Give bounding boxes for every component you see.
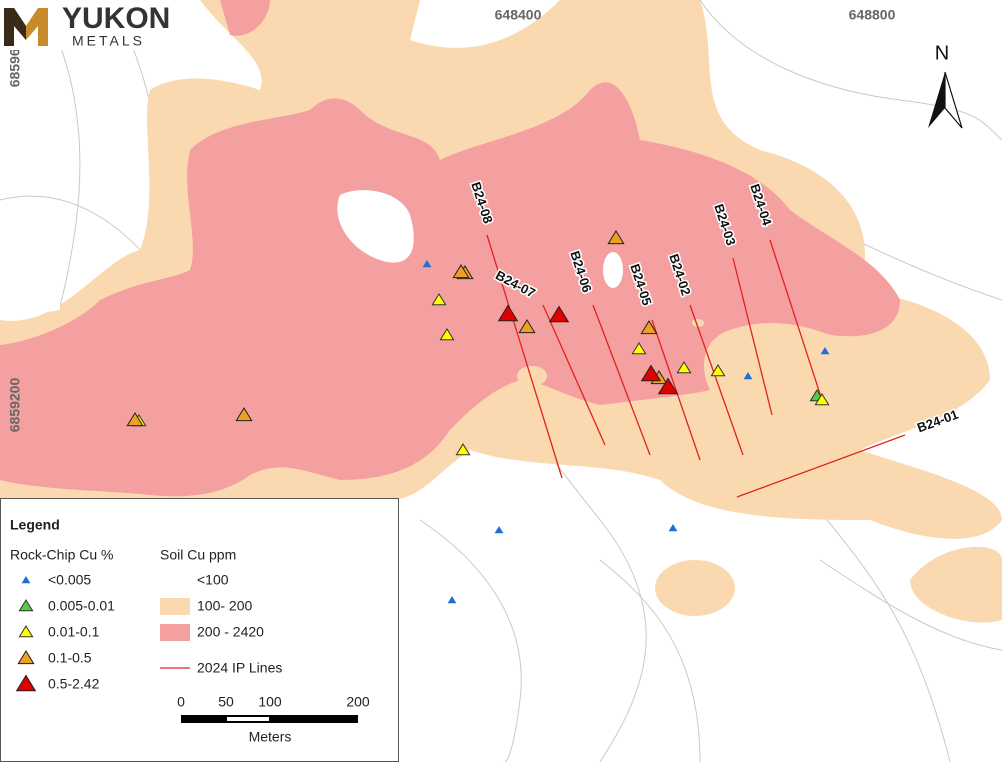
ip-lines <box>486 234 906 498</box>
legend-item: <100 <box>197 572 229 588</box>
ip-line <box>732 257 773 416</box>
rock-chip-sample <box>452 264 470 279</box>
rock-chip-sample <box>15 674 37 692</box>
rock-chip-sample <box>422 260 432 268</box>
northing-label: 6859200 <box>7 378 23 433</box>
rock-chip-sample <box>494 526 504 534</box>
legend: Legend Rock-Chip Cu % Soil Cu ppm <0.005… <box>0 498 399 762</box>
easting-label: 648800 <box>849 7 896 23</box>
rock-chip-sample <box>17 650 35 665</box>
legend-item: 0.005-0.01 <box>48 598 115 614</box>
rock-chip-sample <box>640 320 658 335</box>
ip-line <box>651 319 701 461</box>
rock-chip-sample <box>455 443 471 456</box>
legend-group-title: Rock-Chip Cu % <box>10 547 113 563</box>
rock-chip-sample <box>548 305 570 323</box>
rock-chip-sample <box>447 596 457 604</box>
legend-group-title: Soil Cu ppm <box>160 547 236 563</box>
scale-label: 50 <box>218 694 234 710</box>
ip-line <box>736 434 906 498</box>
rock-chip-sample <box>710 364 726 377</box>
rock-chip-sample <box>518 319 536 334</box>
rock-chip-sample <box>814 393 830 406</box>
scale-label: 200 <box>346 694 370 710</box>
logo-subtitle: METALS <box>72 33 145 49</box>
legend-item: 100- 200 <box>197 598 252 614</box>
scale-label: 0 <box>177 694 185 710</box>
legend-swatch <box>160 598 190 615</box>
rock-chip-sample <box>126 412 144 427</box>
ip-line <box>592 304 651 456</box>
legend-item: <0.005 <box>48 572 91 588</box>
logo: YUKON METALS <box>0 0 198 50</box>
legend-item: 0.5-2.42 <box>48 676 100 692</box>
rock-chip-sample <box>439 328 455 341</box>
rock-chip-sample <box>497 304 519 322</box>
legend-title: Legend <box>10 517 60 533</box>
scale-unit: Meters <box>249 729 292 745</box>
legend-item: 200 - 2420 <box>197 624 264 640</box>
legend-item: 0.1-0.5 <box>48 650 92 666</box>
rock-chip-sample <box>235 407 253 422</box>
legend-swatch <box>160 624 190 641</box>
rock-chip-sample <box>607 230 625 245</box>
easting-label: 648400 <box>495 7 542 23</box>
rock-chip-sample <box>431 293 447 306</box>
scale-label: 100 <box>258 694 282 710</box>
rock-chip-sample <box>631 342 647 355</box>
rock-chip-sample <box>18 599 34 612</box>
ip-line <box>486 234 563 479</box>
north-arrow: N <box>928 42 963 129</box>
rock-chip-points <box>126 230 830 604</box>
legend-item: 2024 IP Lines <box>197 660 282 676</box>
rock-chip-sample <box>743 372 753 380</box>
rock-chip-sample <box>18 625 34 638</box>
rock-chip-sample <box>640 364 662 382</box>
rock-chip-sample <box>657 377 679 395</box>
legend-item: 0.01-0.1 <box>48 624 100 640</box>
north-label: N <box>935 42 949 64</box>
logo-name: YUKON <box>62 2 170 35</box>
ip-line <box>689 304 744 456</box>
rock-chip-sample <box>820 347 830 355</box>
legend-symbols <box>15 576 37 692</box>
ip-line <box>542 304 606 446</box>
rock-chip-sample <box>668 524 678 532</box>
scale-bar <box>181 715 358 723</box>
rock-chip-sample <box>676 361 692 374</box>
rock-chip-sample <box>21 576 31 584</box>
ip-line <box>769 239 823 401</box>
scale-bar <box>227 717 269 721</box>
